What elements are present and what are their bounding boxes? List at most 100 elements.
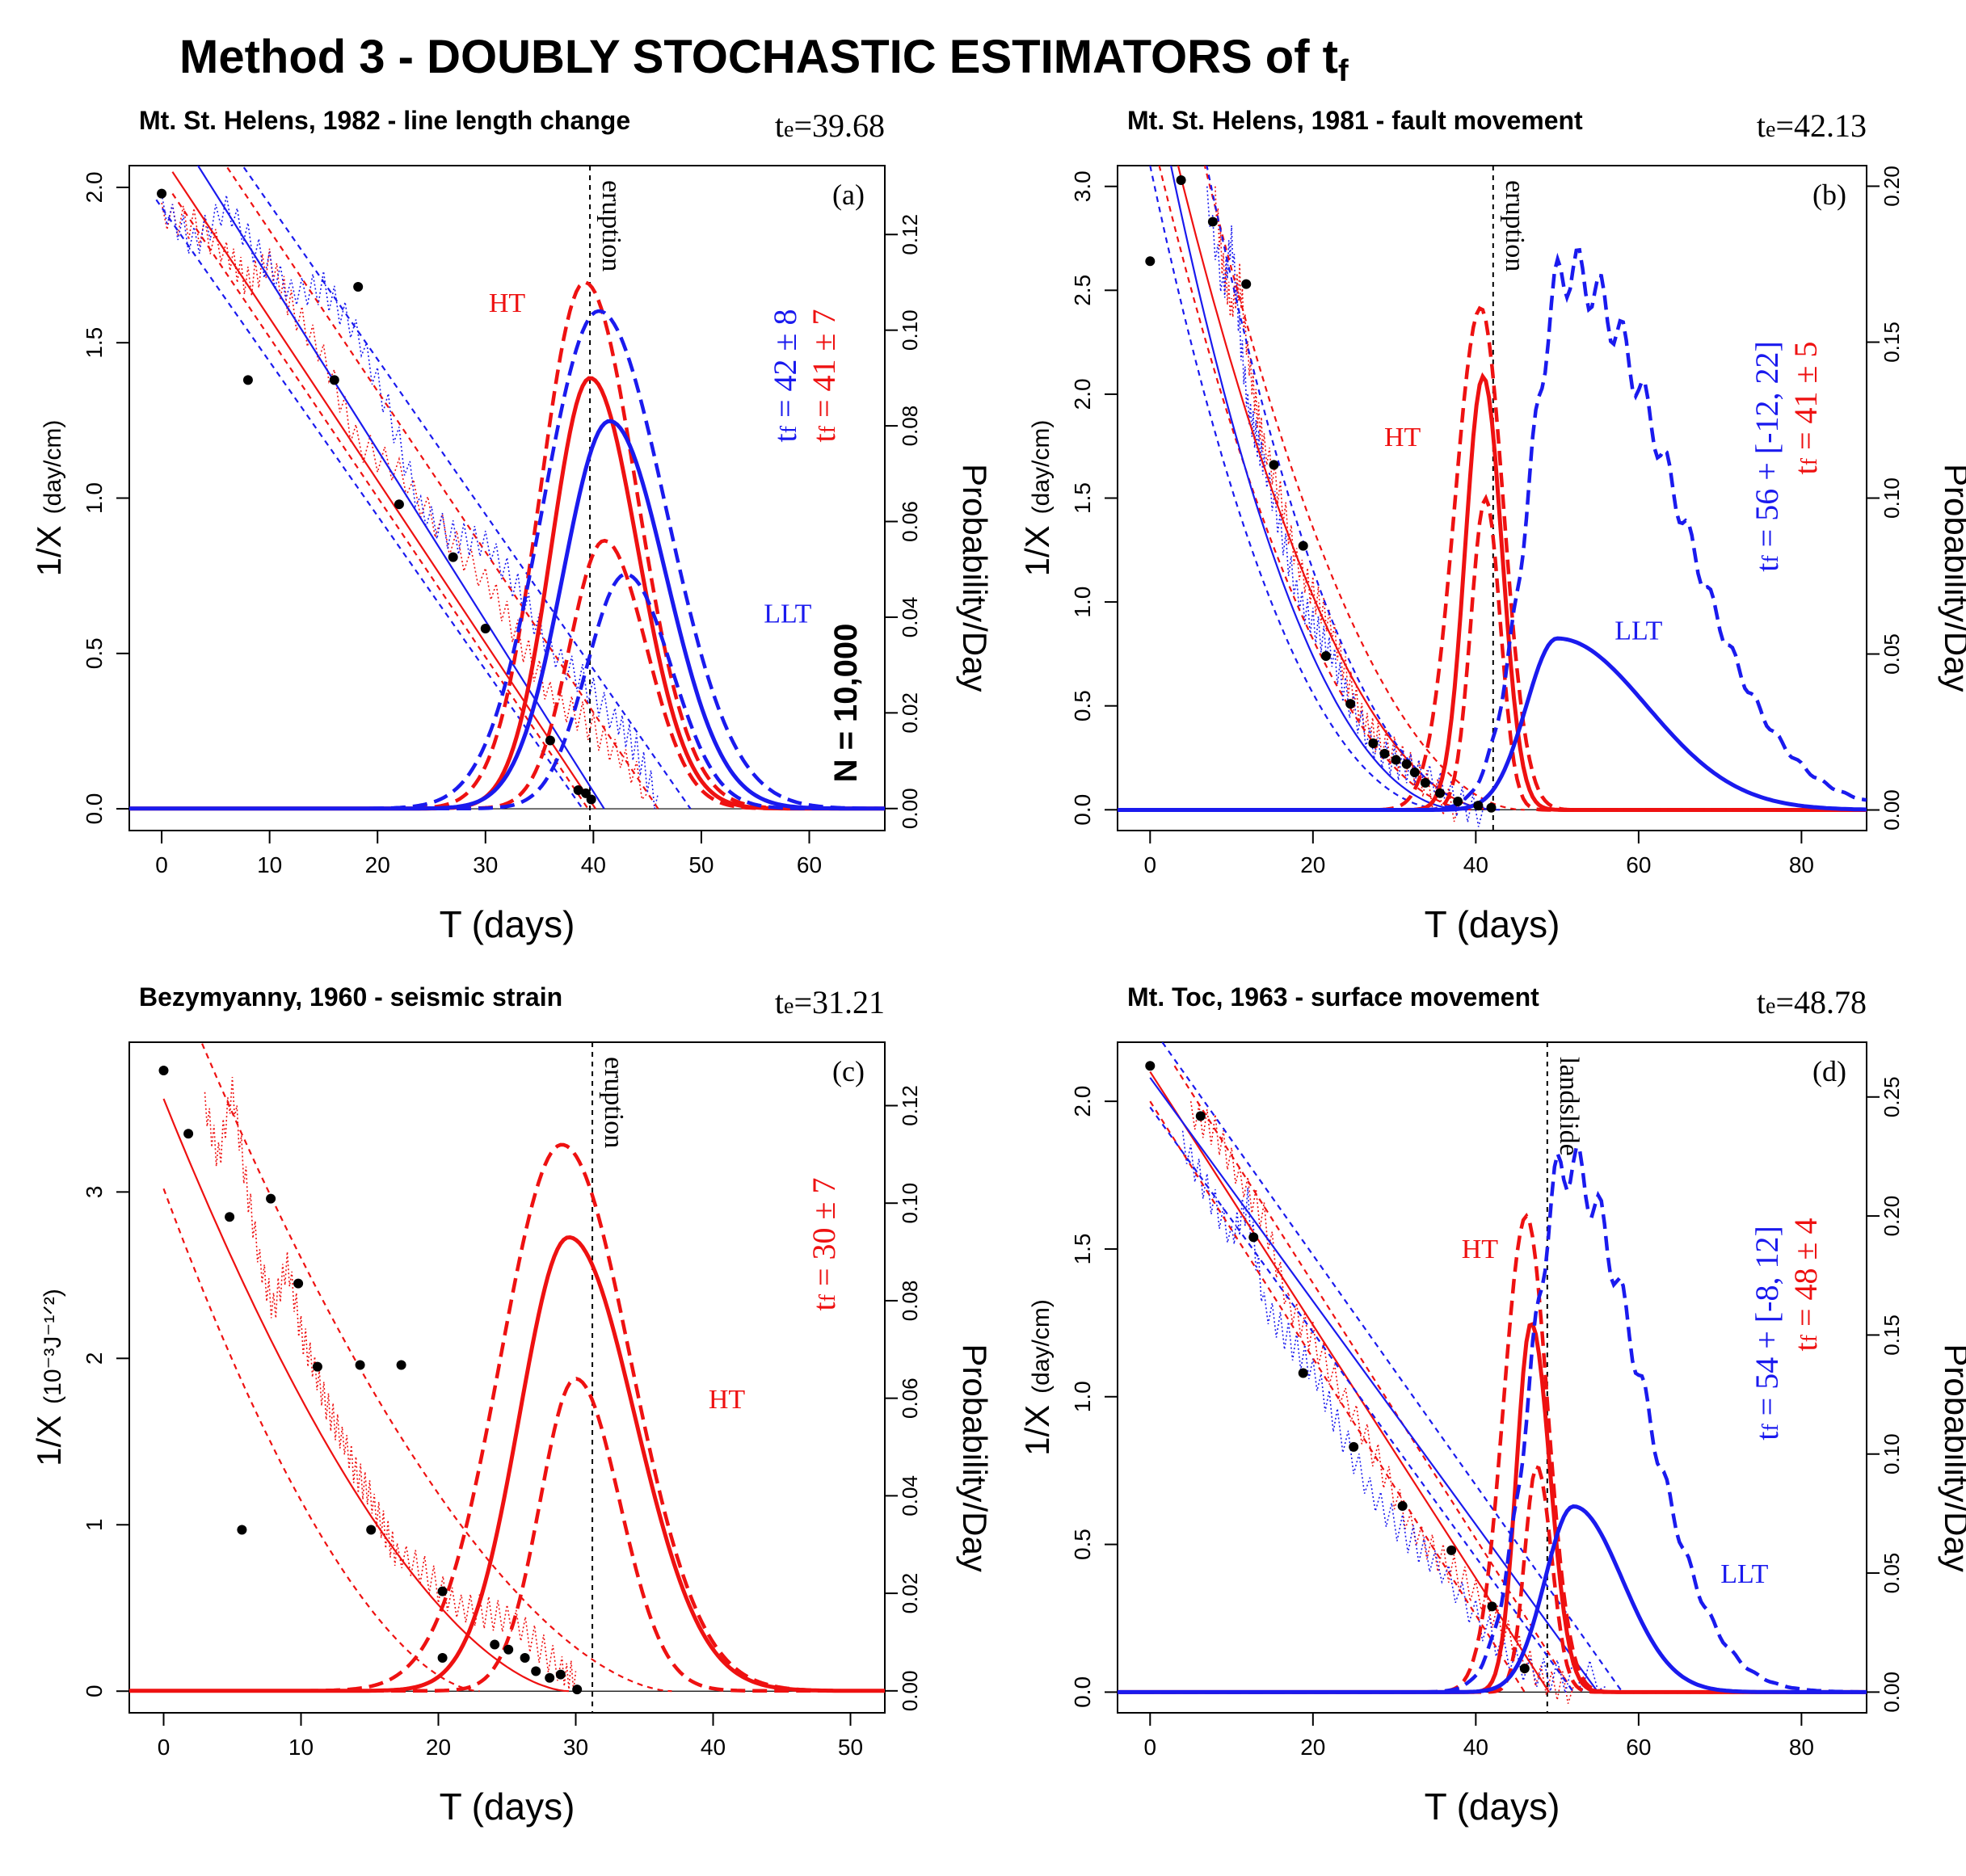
observation-point bbox=[157, 188, 167, 199]
x-tick-label: 60 bbox=[797, 852, 822, 877]
sample-size-label: N = 10,000 bbox=[828, 624, 864, 783]
estimate-symbol: t bbox=[806, 1302, 842, 1310]
y-tick-label: 1.5 bbox=[1070, 482, 1095, 514]
x-axis: 0 10 20 30 40 50 60 bbox=[155, 831, 822, 877]
y-tick-label: 2.5 bbox=[1070, 275, 1095, 306]
y-axis-label-unit: (10⁻³J⁻¹ᐟ²) bbox=[40, 1289, 66, 1404]
observation-point bbox=[1409, 767, 1420, 777]
estimate-blue: tf = 54 + [-8, 12] bbox=[1749, 1226, 1785, 1441]
te-symbol: t bbox=[1757, 984, 1766, 1020]
y-tick-label: 1.0 bbox=[82, 482, 107, 514]
plot-frame bbox=[128, 165, 886, 831]
panel-tag: (d) bbox=[1812, 1055, 1846, 1087]
x-tick-label: 10 bbox=[288, 1735, 314, 1760]
x-tick-label: 60 bbox=[1626, 852, 1651, 877]
estimate-sub: f bbox=[815, 425, 840, 433]
panel-title: Mt. St. Helens, 1982 - line length chang… bbox=[139, 106, 630, 135]
y2-axis-label: Probability/Day bbox=[956, 464, 994, 692]
event-label: landslide bbox=[1554, 1057, 1584, 1156]
pdf-curve-blue bbox=[1118, 247, 1867, 812]
observation-point bbox=[1145, 256, 1156, 267]
observation-point bbox=[1241, 279, 1252, 289]
y-axis: 0.0 0.5 1.0 1.5 2.0 bbox=[1070, 1086, 1118, 1708]
te-value: =31.21 bbox=[794, 984, 885, 1020]
estimate-red: tf = 41 ± 5 bbox=[1787, 342, 1824, 475]
x-tick-label: 30 bbox=[563, 1735, 588, 1760]
x-tick-label: 50 bbox=[838, 1735, 863, 1760]
y-axis-label: 1/X (day/cm) bbox=[1018, 420, 1056, 577]
y2-axis: 0.00 0.05 0.10 0.15 0.20 0.25 bbox=[1867, 1076, 1904, 1713]
y2-tick-label: 0.15 bbox=[1880, 322, 1904, 363]
plot-area bbox=[129, 1042, 885, 1713]
x-tick-label: 0 bbox=[1144, 1735, 1157, 1760]
estimate-symbol: t bbox=[1787, 1342, 1824, 1351]
te-sub: e bbox=[1766, 994, 1775, 1019]
observation-point bbox=[586, 794, 596, 805]
fit-curve-red bbox=[200, 1042, 672, 1693]
y2-tick-label: 0.08 bbox=[898, 1281, 922, 1322]
event-label: eruption bbox=[599, 1057, 629, 1148]
annotation-ht: HT bbox=[489, 288, 526, 318]
y-tick-label: 3 bbox=[82, 1186, 107, 1199]
annotation-llt: LLT bbox=[1720, 1559, 1768, 1589]
x-tick-label: 0 bbox=[158, 1735, 170, 1760]
y-tick-label: 2.0 bbox=[1070, 1086, 1095, 1117]
y2-tick-label: 0.00 bbox=[1880, 1672, 1904, 1713]
annotation-llt: LLT bbox=[764, 599, 811, 629]
y2-tick-label: 0.00 bbox=[898, 1671, 922, 1712]
observation-point bbox=[490, 1639, 500, 1650]
pdf-curve-red bbox=[1118, 1464, 1867, 1694]
observation-point bbox=[225, 1212, 235, 1222]
estimate-sub: f bbox=[1797, 457, 1822, 465]
fit-line-red bbox=[171, 192, 589, 810]
estimate-symbol: t bbox=[1749, 563, 1785, 572]
y2-tick-label: 0.06 bbox=[898, 1378, 922, 1419]
x-axis-label: T (days) bbox=[1425, 903, 1560, 945]
pdf-curve-red bbox=[129, 1142, 885, 1693]
y-axis-label: 1/X (10⁻³J⁻¹ᐟ²) bbox=[30, 1289, 68, 1466]
observation-point bbox=[293, 1278, 304, 1289]
te-value: =39.68 bbox=[794, 107, 885, 144]
panel-b: 0 20 40 60 80 T (days) 0.0 0.5 1.0 1.5 2.0 2.5 3.0 1/… bbox=[1018, 106, 1966, 945]
fit-line-blue bbox=[155, 199, 583, 810]
pdf-curve-red bbox=[129, 538, 885, 811]
y-tick-label: 1.0 bbox=[1070, 587, 1095, 618]
estimate-sub: f bbox=[1797, 1334, 1822, 1342]
observation-point bbox=[572, 1685, 583, 1695]
y-axis: 0.0 0.5 1.0 1.5 2.0 2.5 3.0 bbox=[1070, 170, 1118, 826]
observation-point bbox=[158, 1066, 169, 1076]
fit-line-blue bbox=[241, 166, 692, 810]
y2-tick-label: 0.25 bbox=[1880, 1076, 1904, 1117]
y-tick-label: 0.0 bbox=[82, 793, 107, 825]
te-sub: e bbox=[784, 117, 794, 142]
panel-a: 0 10 20 30 40 50 60 T (days) 0.0 0.5 1.0 1.5 2.0 1/X (… bbox=[30, 106, 994, 945]
y-tick-label: 1 bbox=[82, 1518, 107, 1531]
x-tick-label: 60 bbox=[1626, 1735, 1651, 1760]
observation-point bbox=[1345, 699, 1356, 709]
estimate-value: = 54 + [-8, 12] bbox=[1749, 1226, 1785, 1424]
y2-tick-label: 0.10 bbox=[1880, 1433, 1904, 1474]
y-tick-label: 0.0 bbox=[1070, 1676, 1095, 1708]
panel-tag: (b) bbox=[1812, 179, 1846, 211]
panel-title: Mt. Toc, 1963 - surface movement bbox=[1127, 982, 1539, 1012]
estimate-value: = 41 ± 7 bbox=[806, 309, 842, 427]
y2-axis: 0.00 0.02 0.04 0.06 0.08 0.10 0.12 bbox=[885, 214, 922, 829]
estimate-blue: tf = 56 + [-12, 22] bbox=[1749, 341, 1785, 572]
y-tick-label: 0.5 bbox=[1070, 1529, 1095, 1560]
x-tick-label: 10 bbox=[257, 852, 282, 877]
observation-point bbox=[545, 1672, 555, 1683]
pdf-curve-blue bbox=[1118, 636, 1867, 812]
event-label: eruption bbox=[1500, 180, 1530, 271]
rough-trace-red bbox=[204, 1076, 577, 1691]
te-value: =48.78 bbox=[1775, 984, 1867, 1020]
x-tick-label: 0 bbox=[1144, 852, 1157, 877]
estimate-red: tf = 48 ± 4 bbox=[1787, 1218, 1824, 1352]
fit-line-blue bbox=[1149, 1077, 1599, 1693]
observation-point bbox=[1397, 1501, 1408, 1512]
rough-trace-red bbox=[1215, 186, 1460, 822]
observation-point bbox=[1420, 777, 1430, 788]
annotation-ht: HT bbox=[1384, 423, 1421, 452]
x-tick-label: 50 bbox=[688, 852, 714, 877]
